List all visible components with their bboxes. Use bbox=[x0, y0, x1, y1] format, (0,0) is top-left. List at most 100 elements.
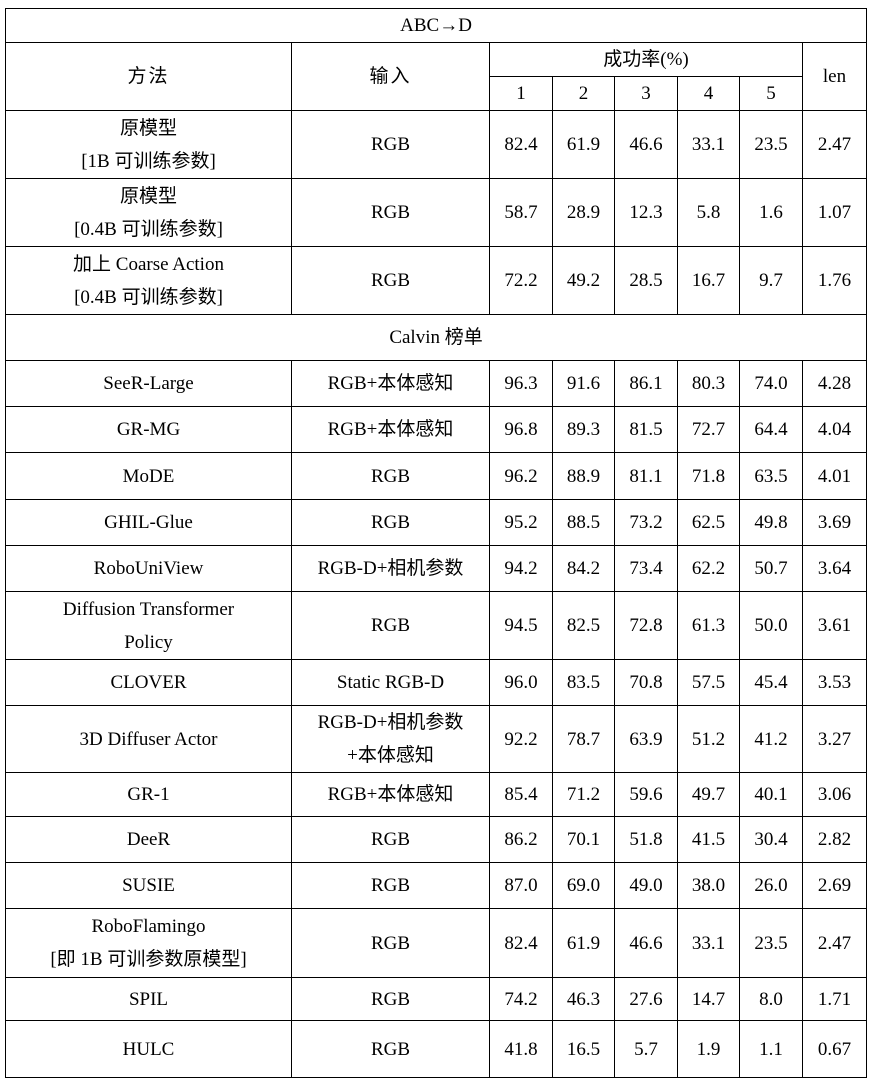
step-header: 1 bbox=[489, 76, 553, 111]
method-cell: SUSIE bbox=[5, 862, 292, 909]
table-row: 原模型 [1B 可训练参数] RGB 82.4 61.9 46.6 33.1 23.5 2.47 bbox=[5, 110, 868, 179]
cell-line: RGB bbox=[370, 512, 411, 533]
method-cell: GR-1 bbox=[5, 772, 292, 817]
success-rate-cell: 88.9 bbox=[552, 452, 615, 500]
success-rate-cell: 1.6 bbox=[739, 178, 803, 247]
success-rate-cell: 49.0 bbox=[614, 862, 678, 909]
method-cell: DeeR bbox=[5, 816, 292, 863]
success-rate-cell: 62.2 bbox=[677, 545, 740, 592]
table-row: 加上 Coarse Action [0.4B 可训练参数] RGB 72.2 49.2 2… bbox=[5, 246, 868, 315]
success-rate-cell: 14.7 bbox=[677, 977, 740, 1021]
success-rate-cell: 61.3 bbox=[677, 591, 740, 660]
success-rate-cell: 72.7 bbox=[677, 406, 740, 453]
method-cell: SPIL bbox=[5, 977, 292, 1021]
len-cell: 2.47 bbox=[801, 110, 868, 179]
success-rate-cell: 87.0 bbox=[489, 862, 553, 909]
success-rate-cell: 86.1 bbox=[614, 360, 678, 407]
success-rate-cell: 94.5 bbox=[489, 591, 553, 660]
cell-line: GR-MG bbox=[116, 419, 181, 440]
cell-line: Static RGB-D bbox=[336, 672, 445, 693]
method-cell: 加上 Coarse Action [0.4B 可训练参数] bbox=[5, 246, 292, 315]
table-row: SeeR-Large RGB+本体感知 96.3 91.6 86.1 80.3 74.0 4.… bbox=[5, 360, 868, 407]
split-header-row: ABC→D bbox=[4, 8, 868, 43]
cell-line: RGB bbox=[370, 875, 411, 896]
input-cell: RGB+本体感知 bbox=[291, 772, 490, 817]
success-rate-cell: 33.1 bbox=[677, 908, 740, 978]
success-rate-cell: 30.4 bbox=[739, 816, 803, 863]
len-cell: 4.04 bbox=[801, 406, 868, 453]
success-rate-cell: 16.5 bbox=[552, 1020, 615, 1078]
section-row: Calvin 榜单 bbox=[4, 314, 868, 361]
success-rate-cell: 33.1 bbox=[677, 110, 740, 179]
input-cell: Static RGB-D bbox=[291, 659, 490, 706]
cell-line: Diffusion Transformer bbox=[62, 598, 235, 620]
input-cell: RGB+本体感知 bbox=[291, 360, 490, 407]
table-row: 3D Diffuser Actor RGB-D+相机参数 +本体感知 92.2 78.7… bbox=[5, 705, 868, 773]
success-rate-cell: 50.0 bbox=[739, 591, 803, 660]
len-cell: 2.82 bbox=[801, 816, 868, 863]
input-cell: RGB bbox=[291, 816, 490, 863]
success-rate-cell: 5.7 bbox=[614, 1020, 678, 1078]
success-rate-cell: 92.2 bbox=[489, 705, 553, 773]
cell-line: 原模型 bbox=[119, 117, 177, 139]
table-row: CLOVER Static RGB-D 96.0 83.5 70.8 57.5 45.4 3.… bbox=[5, 659, 868, 706]
cell-line: GHIL-Glue bbox=[104, 512, 193, 533]
cell-line: CLOVER bbox=[110, 672, 187, 693]
len-cell: 1.76 bbox=[801, 246, 868, 315]
cell-line: RoboUniView bbox=[93, 558, 204, 579]
cell-line: RGB bbox=[370, 1038, 411, 1060]
input-cell: RGB bbox=[291, 862, 490, 909]
split-title: ABC→D bbox=[4, 8, 868, 43]
method-header: 方法 bbox=[5, 42, 292, 111]
success-rate-cell: 58.7 bbox=[489, 178, 553, 247]
success-rate-cell: 61.9 bbox=[552, 908, 615, 978]
success-rate-cell: 81.5 bbox=[614, 406, 678, 453]
success-rate-cell: 64.4 bbox=[739, 406, 803, 453]
cell-line: RGB bbox=[370, 270, 411, 291]
success-rate-cell: 16.7 bbox=[677, 246, 740, 315]
len-cell: 3.06 bbox=[801, 772, 868, 817]
cell-line: [1B 可训练参数] bbox=[81, 150, 216, 172]
success-rate-cell: 49.7 bbox=[677, 772, 740, 817]
cell-line: RGB bbox=[370, 465, 411, 487]
cell-line: MoDE bbox=[122, 465, 175, 487]
success-rate-cell: 38.0 bbox=[677, 862, 740, 909]
success-rate-cell: 23.5 bbox=[739, 908, 803, 978]
step-header-row: 1 2 3 4 5 bbox=[6, 76, 867, 111]
success-rate-cell: 57.5 bbox=[677, 659, 740, 706]
success-rate-cell: 73.4 bbox=[614, 545, 678, 592]
success-rate-cell: 46.6 bbox=[614, 110, 678, 179]
success-rate-cell: 1.9 bbox=[677, 1020, 740, 1078]
success-rate-cell: 71.8 bbox=[677, 452, 740, 500]
success-rate-cell: 9.7 bbox=[739, 246, 803, 315]
cell-line: RGB+本体感知 bbox=[327, 419, 454, 440]
len-header: len bbox=[801, 42, 868, 111]
success-rate-cell: 23.5 bbox=[739, 110, 803, 179]
success-rate-cell: 63.9 bbox=[614, 705, 678, 773]
table-row: GR-MG RGB+本体感知 96.8 89.3 81.5 72.7 64.4 4.04 bbox=[5, 406, 868, 453]
success-rate-header: 成功率(%) bbox=[489, 42, 803, 77]
len-cell: 1.07 bbox=[801, 178, 868, 247]
method-cell: 原模型 [1B 可训练参数] bbox=[5, 110, 292, 179]
cell-line: 3D Diffuser Actor bbox=[79, 728, 218, 750]
cell-line: RGB bbox=[370, 829, 411, 850]
cell-line: RGB+本体感知 bbox=[327, 784, 454, 805]
success-rate-cell: 27.6 bbox=[614, 977, 678, 1021]
input-cell: RGB-D+相机参数 +本体感知 bbox=[291, 705, 490, 773]
success-rate-cell: 86.2 bbox=[489, 816, 553, 863]
method-cell: HULC bbox=[5, 1020, 292, 1078]
input-cell: RGB bbox=[291, 977, 490, 1021]
success-rate-cell: 70.8 bbox=[614, 659, 678, 706]
success-rate-cell: 1.1 bbox=[739, 1020, 803, 1078]
method-cell: SeeR-Large bbox=[5, 360, 292, 407]
success-rate-cell: 94.2 bbox=[489, 545, 553, 592]
input-cell: RGB bbox=[291, 1020, 490, 1078]
success-rate-cell: 88.5 bbox=[552, 499, 615, 546]
method-cell: GR-MG bbox=[5, 406, 292, 453]
table-row: RoboUniView RGB-D+相机参数 94.2 84.2 73.4 62.2 50.… bbox=[5, 545, 868, 592]
input-header: 输入 bbox=[291, 42, 490, 111]
cell-line: RGB bbox=[370, 134, 411, 155]
success-rate-cell: 85.4 bbox=[489, 772, 553, 817]
success-rate-cell: 46.3 bbox=[552, 977, 615, 1021]
len-cell: 3.69 bbox=[801, 499, 868, 546]
